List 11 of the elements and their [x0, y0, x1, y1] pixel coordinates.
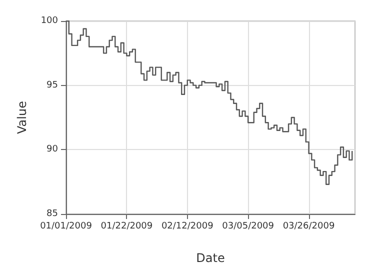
y-tick-label: 100: [40, 16, 58, 26]
x-tick-label: 03/05/2009: [222, 222, 274, 232]
y-tick-label: 90: [46, 144, 58, 155]
y-axis-title: Value: [15, 101, 29, 134]
x-tick-label: 02/12/2009: [161, 222, 214, 232]
x-axis-title: Date: [196, 251, 225, 265]
x-tick-label: 01/22/2009: [100, 222, 153, 232]
y-tick-label: 85: [46, 209, 58, 219]
x-tick-label: 03/26/2009: [282, 222, 335, 232]
x-tick-label: 01/01/2009: [40, 222, 92, 232]
y-tick-label: 95: [46, 80, 58, 90]
